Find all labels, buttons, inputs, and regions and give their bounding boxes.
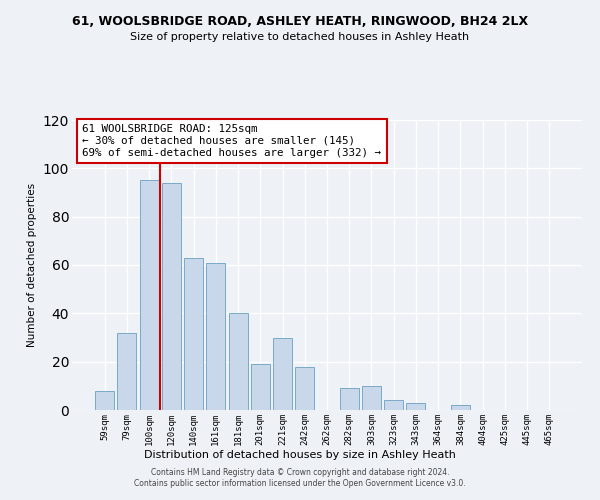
Text: 61, WOOLSBRIDGE ROAD, ASHLEY HEATH, RINGWOOD, BH24 2LX: 61, WOOLSBRIDGE ROAD, ASHLEY HEATH, RING… (72, 15, 528, 28)
Bar (295, 366, 314, 410)
Text: 61 WOOLSBRIDGE ROAD: 125sqm
← 30% of detached houses are smaller (145)
69% of se: 61 WOOLSBRIDGE ROAD: 125sqm ← 30% of det… (82, 124, 381, 158)
Bar (140, 180, 158, 410)
Bar (384, 400, 403, 410)
Bar (95, 390, 114, 410)
Bar (251, 364, 270, 410)
Bar (273, 338, 292, 410)
Bar (162, 183, 181, 410)
Bar (340, 388, 359, 410)
Y-axis label: Number of detached properties: Number of detached properties (27, 183, 37, 347)
Text: Distribution of detached houses by size in Ashley Heath: Distribution of detached houses by size … (144, 450, 456, 460)
Bar (184, 258, 203, 410)
Bar (406, 403, 425, 410)
Bar (118, 332, 136, 410)
Bar (362, 386, 381, 410)
Text: Size of property relative to detached houses in Ashley Heath: Size of property relative to detached ho… (130, 32, 470, 42)
Bar (451, 405, 470, 410)
Text: Contains HM Land Registry data © Crown copyright and database right 2024.
Contai: Contains HM Land Registry data © Crown c… (134, 468, 466, 487)
Bar (206, 262, 225, 410)
Bar (229, 314, 248, 410)
